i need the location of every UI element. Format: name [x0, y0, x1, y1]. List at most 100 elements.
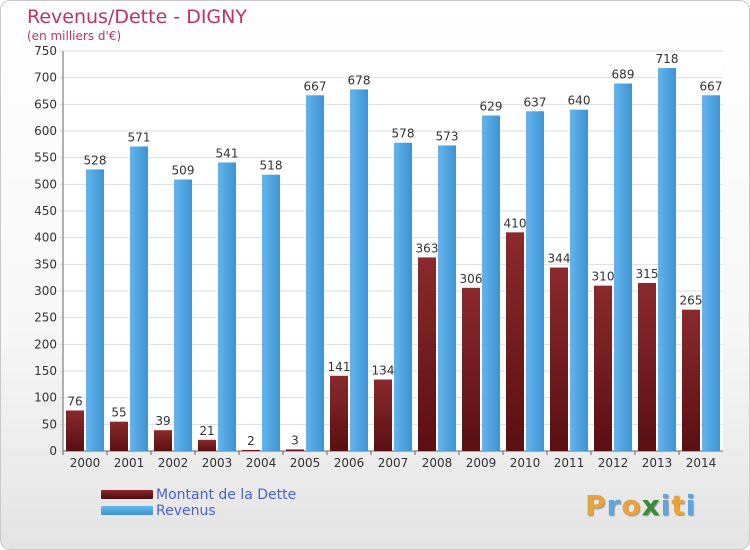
data-label-dette: 315: [636, 267, 659, 281]
bar-dette: [374, 379, 392, 451]
x-tick-label: 2014: [686, 456, 717, 470]
x-tick-label: 2005: [290, 456, 321, 470]
data-label-dette: 55: [111, 406, 126, 420]
x-tick-label: 2006: [334, 456, 365, 470]
y-tick-label: 650: [34, 97, 57, 111]
bar-revenus: [218, 162, 236, 451]
y-tick-label: 750: [34, 44, 57, 58]
data-label-revenus: 718: [656, 52, 679, 66]
logo-letter: P: [585, 489, 607, 522]
data-label-dette: 3: [291, 433, 299, 447]
bar-revenus: [570, 109, 588, 452]
y-tick-label: 200: [34, 337, 57, 351]
logo-letter: x: [641, 489, 661, 522]
y-tick-label: 150: [34, 364, 57, 378]
bar-revenus: [614, 83, 632, 452]
x-tick-label: 2011: [554, 456, 585, 470]
y-tick-label: 500: [34, 177, 57, 191]
x-tick-label: 2012: [598, 456, 629, 470]
data-label-dette: 141: [328, 360, 351, 374]
bar-dette: [506, 232, 524, 451]
data-label-revenus: 678: [348, 73, 371, 87]
y-tick-label: 700: [34, 71, 57, 85]
data-label-revenus: 541: [216, 146, 239, 160]
x-tick-label: 2008: [422, 456, 453, 470]
bar-revenus: [130, 146, 148, 451]
x-tick-label: 2007: [378, 456, 409, 470]
data-label-dette: 2: [247, 434, 255, 448]
data-label-dette: 410: [504, 216, 527, 230]
logo-letter: i: [660, 489, 672, 522]
data-label-revenus: 629: [480, 100, 503, 114]
legend-label-dette: Montant de la Dette: [156, 487, 297, 503]
legend-swatch-dette: [101, 490, 153, 499]
bar-revenus: [306, 95, 324, 452]
bar-revenus: [658, 68, 676, 452]
x-tick-label: 2003: [202, 456, 233, 470]
y-tick-label: 600: [34, 124, 57, 138]
y-tick-label: 300: [34, 284, 57, 298]
x-tick-label: 2001: [114, 456, 145, 470]
bar-dette: [682, 309, 700, 451]
data-label-dette: 344: [548, 252, 571, 266]
bar-dette: [550, 267, 568, 451]
bar-revenus: [174, 179, 192, 452]
data-label-dette: 76: [67, 394, 82, 408]
data-label-dette: 310: [592, 270, 615, 284]
data-label-dette: 306: [460, 272, 483, 286]
bar-dette: [154, 430, 172, 451]
chart-title: Revenus/Dette - DIGNY: [27, 6, 247, 28]
data-label-dette: 134: [372, 364, 395, 378]
data-label-revenus: 578: [392, 127, 415, 141]
bar-dette: [286, 449, 304, 451]
x-tick-label: 2010: [510, 456, 541, 470]
y-tick-label: 550: [34, 151, 57, 165]
x-tick-label: 2000: [70, 456, 101, 470]
bar-dette: [66, 410, 84, 451]
y-tick-label: 400: [34, 231, 57, 245]
logo-letter: t: [671, 489, 686, 522]
x-tick-label: 2009: [466, 456, 497, 470]
data-label-revenus: 509: [172, 164, 195, 178]
logo-letter: o: [621, 489, 642, 522]
bar-revenus: [526, 111, 544, 452]
data-label-revenus: 667: [304, 79, 327, 93]
data-label-revenus: 518: [260, 159, 283, 173]
bar-dette: [594, 285, 612, 451]
legend-label-revenus: Revenus: [156, 503, 216, 519]
logo-letter: r: [606, 489, 622, 522]
legend-swatch-revenus: [101, 506, 153, 515]
bar-revenus: [262, 174, 280, 451]
x-tick-label: 2013: [642, 456, 673, 470]
data-label-revenus: 571: [128, 130, 151, 144]
data-label-dette: 265: [680, 294, 703, 308]
y-tick-label: 350: [34, 257, 57, 271]
x-tick-label: 2004: [246, 456, 277, 470]
data-label-revenus: 640: [568, 94, 591, 108]
bar-dette: [198, 439, 216, 451]
data-label-revenus: 573: [436, 129, 459, 143]
bar-revenus: [482, 115, 500, 452]
chart-subtitle: (en milliers d'€): [27, 29, 122, 43]
x-tick-label: 2002: [158, 456, 189, 470]
data-label-revenus: 637: [524, 95, 547, 109]
plot-area: [63, 51, 723, 451]
bar-dette: [110, 421, 128, 451]
y-tick-label: 100: [34, 391, 57, 405]
bar-dette: [418, 257, 436, 451]
bar-revenus: [350, 89, 368, 452]
bar-dette: [242, 449, 260, 451]
data-label-revenus: 667: [700, 79, 723, 93]
proxiti-logo: Proxiti: [585, 489, 696, 522]
data-label-revenus: 528: [84, 153, 107, 167]
bar-revenus: [394, 142, 412, 451]
data-label-dette: 21: [199, 424, 214, 438]
logo-letter: i: [685, 489, 697, 522]
bar-dette: [462, 287, 480, 451]
y-tick-label: 50: [42, 417, 57, 431]
y-tick-label: 0: [49, 444, 57, 458]
y-tick-label: 450: [34, 204, 57, 218]
bar-dette: [330, 375, 348, 451]
